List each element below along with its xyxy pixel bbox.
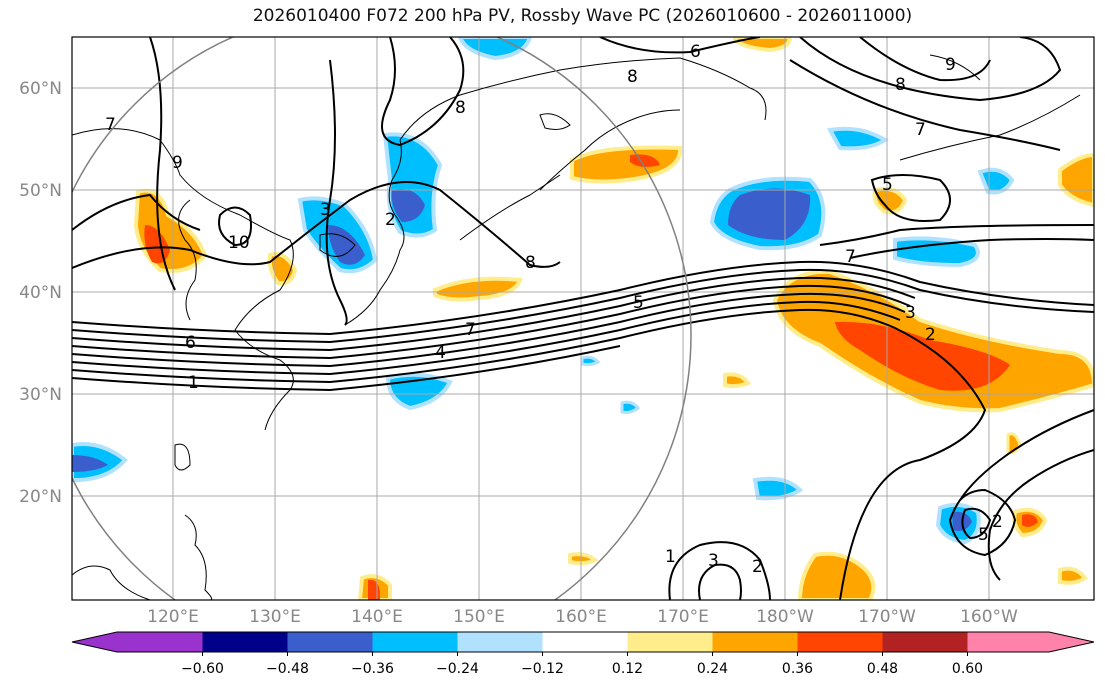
negative-anomaly-core [72, 455, 108, 472]
lat-label: 50°N [19, 181, 62, 201]
lon-label: 160°E [555, 607, 607, 627]
colorbar-tick: 0.60 [952, 661, 983, 677]
colorbar-tick: −0.12 [521, 661, 564, 677]
colorbar-tick: 0.48 [867, 661, 898, 677]
positive-anomaly-patch [570, 145, 683, 184]
contour-label: 10 [228, 233, 250, 253]
colorbar-tick: 0.36 [782, 661, 813, 677]
colorbar-swatch [967, 632, 1049, 652]
contour-label: 8 [455, 98, 466, 118]
contour-label: 2 [992, 512, 1003, 532]
contour-label: 1 [665, 547, 676, 567]
contour-label: 3 [320, 200, 331, 220]
lat-label: 30°N [19, 385, 62, 405]
contour-label: 7 [845, 247, 856, 267]
contour-label: 7 [915, 120, 926, 140]
contour-label: 9 [945, 55, 956, 75]
colorbar-swatch [372, 632, 458, 652]
contour-label: 2 [925, 325, 936, 345]
pv-contours [72, 37, 1094, 600]
colorbar-swatch [797, 632, 883, 652]
colorbar-tick: −0.60 [181, 661, 224, 677]
positive-anomaly-patch [267, 252, 298, 286]
contour-label: 8 [627, 67, 638, 87]
contour-label: 4 [435, 343, 446, 363]
lon-label: 120°E [147, 607, 199, 627]
colorbar-swatch [627, 632, 713, 652]
colorbar-swatch [542, 632, 628, 652]
positive-anomaly-patch [797, 551, 876, 600]
negative-anomaly-patch [826, 126, 889, 151]
contour-label: 3 [905, 303, 916, 323]
colorbar-tick: −0.24 [436, 661, 479, 677]
contour-label: 9 [172, 153, 183, 173]
influence-radius-circle [72, 37, 692, 600]
colorbar-tick: −0.48 [266, 661, 309, 677]
colorbar-tick: 0.24 [697, 661, 728, 677]
negative-anomaly-patch [580, 355, 601, 367]
lat-label: 60°N [19, 79, 62, 99]
colorbar-outline [71, 631, 1095, 653]
colorbar-extend-max [1049, 632, 1094, 652]
lon-label: 130°E [249, 607, 301, 627]
contour-label: 8 [525, 253, 536, 273]
contour-label: 5 [882, 175, 893, 195]
negative-anomaly-core [391, 189, 425, 222]
colorbar: −0.60 −0.48 −0.36 −0.24 −0.12 0.12 0.24 … [71, 631, 1095, 677]
map-frame [71, 36, 1095, 601]
map-title: 2026010400 F072 200 hPa PV, Rossby Wave … [252, 6, 913, 26]
lat-label: 40°N [19, 283, 62, 303]
lon-label: 150°E [453, 607, 505, 627]
lon-label: 170°E [657, 607, 709, 627]
contour-label: 3 [708, 551, 719, 571]
negative-anomaly-patch [457, 37, 533, 61]
lon-label: 170°W [858, 607, 916, 627]
contour-labels: 6 8 7 9 8 10 8 7 5 6 1 4 3 2 7 5 9 8 7 3… [105, 42, 1003, 577]
contour-label: 7 [105, 115, 116, 135]
lat-label: 20°N [19, 487, 62, 507]
contour-label: 1 [188, 373, 199, 393]
contour-label: 5 [978, 525, 989, 545]
contour-label: 8 [895, 75, 906, 95]
contour-label: 5 [633, 293, 644, 313]
positive-anomaly-patch [568, 552, 599, 566]
map-background [72, 37, 1094, 600]
colorbar-swatch [457, 632, 543, 652]
positive-anomaly-core [630, 154, 660, 167]
graticule [72, 37, 1094, 600]
longitude-labels: 120°E 130°E 140°E 150°E 160°E 170°E 180°… [147, 607, 1018, 627]
positive-anomaly-patch [1058, 566, 1088, 585]
negative-anomaly-core [728, 188, 811, 240]
negative-anomaly-patch [752, 476, 804, 501]
colorbar-swatch [882, 632, 968, 652]
lon-label: 180°W [756, 607, 814, 627]
colorbar-swatch [712, 632, 798, 652]
colorbar-swatch [287, 632, 373, 652]
negative-anomaly-patch [620, 400, 641, 414]
positive-anomaly-patch [433, 276, 523, 302]
colorbar-tick: −0.36 [351, 661, 394, 677]
contour-label: 2 [385, 210, 396, 230]
contour-label: 6 [185, 333, 196, 353]
positive-anomaly-core [1022, 514, 1038, 527]
negative-anomaly-patch [977, 167, 1015, 195]
colorbar-tick: 0.12 [612, 661, 643, 677]
contour-label: 2 [752, 557, 763, 577]
colorbar-extend-min [72, 632, 117, 652]
colorbar-swatch [117, 632, 203, 652]
negative-anomaly-patch [385, 372, 453, 411]
lon-label: 160°W [960, 607, 1018, 627]
latitude-labels: 60°N 50°N 40°N 30°N 20°N [19, 79, 62, 507]
lon-label: 140°E [351, 607, 403, 627]
positive-anomaly-patch [723, 372, 752, 389]
positive-anomaly-patch [733, 37, 793, 53]
positive-anomaly-patch [1058, 152, 1094, 208]
contour-label: 6 [690, 42, 701, 62]
colorbar-swatch [202, 632, 288, 652]
contour-label: 7 [465, 320, 476, 340]
positive-anomaly-core [835, 321, 1010, 391]
negative-anomaly-patch [893, 236, 980, 268]
